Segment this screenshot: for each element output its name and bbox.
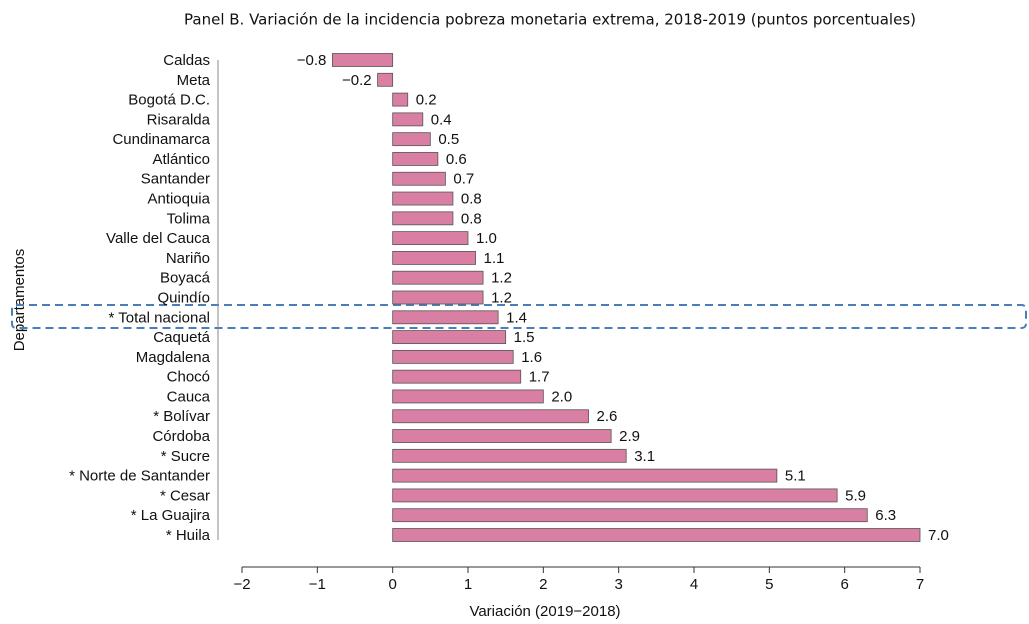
y-tick-label: Atlántico (152, 151, 210, 168)
value-label: 0.8 (461, 210, 482, 227)
bar (377, 72, 394, 87)
y-tick-label: Nariño (166, 250, 210, 267)
y-axis-label: Departamentos (11, 249, 28, 352)
value-label: 5.1 (785, 468, 806, 485)
bar (392, 488, 838, 503)
y-tick-label: Caldas (163, 52, 210, 69)
y-tick-label: Córdoba (152, 428, 210, 445)
y-tick-label: Chocó (167, 369, 210, 386)
y-tick-label: Bogotá D.C. (128, 92, 210, 109)
y-tick-label: * Norte de Santander (69, 468, 210, 485)
y-tick-label: Valle del Cauca (106, 230, 211, 247)
y-tick-label: Santander (141, 171, 210, 188)
x-tick-label: 0 (388, 576, 396, 593)
value-label: 1.1 (484, 250, 505, 267)
chart-title: Panel B. Variación de la incidencia pobr… (184, 11, 916, 29)
bar (392, 152, 439, 166)
bar (392, 508, 868, 523)
y-tick-label: * Cesar (160, 487, 210, 504)
value-label: 1.2 (491, 270, 512, 287)
x-tick-label: 7 (916, 576, 924, 593)
bar (392, 231, 469, 246)
value-label: 1.2 (491, 289, 512, 306)
bar (392, 191, 454, 206)
y-tick-label: * La Guajira (131, 507, 211, 524)
value-label: 0.2 (416, 92, 437, 109)
x-tick-label: 6 (840, 576, 848, 593)
value-label: −0.2 (342, 72, 372, 89)
value-label: 1.0 (476, 230, 497, 247)
value-label: 0.4 (431, 111, 452, 128)
bar (392, 290, 484, 305)
x-tick-label: 4 (690, 576, 698, 593)
y-tick-label: Magdalena (136, 349, 211, 366)
bar (392, 448, 627, 463)
value-label: 2.0 (551, 388, 572, 405)
bar (331, 53, 394, 67)
value-label: 6.3 (875, 507, 896, 524)
bar (392, 132, 431, 147)
value-label: −0.8 (297, 52, 327, 69)
value-label: 0.5 (438, 131, 459, 148)
bar (392, 211, 454, 226)
highlight-box (11, 304, 1027, 329)
x-tick-label: 1 (464, 576, 472, 593)
value-label: 0.8 (461, 191, 482, 208)
value-label: 1.4 (506, 309, 527, 326)
bar (392, 389, 544, 404)
value-label: 1.7 (529, 369, 550, 386)
value-label: 2.9 (619, 428, 640, 445)
y-tick-label: Quindío (157, 289, 210, 306)
bar (392, 409, 589, 424)
value-label: 0.7 (453, 171, 474, 188)
y-tick-label: * Bolívar (153, 408, 210, 425)
x-axis-label: Variación (2019−2018) (469, 603, 620, 620)
value-label: 0.6 (446, 151, 467, 168)
y-tick-label: Antioquia (147, 191, 210, 208)
y-tick-label: Cauca (167, 388, 211, 405)
x-tick-label: −2 (233, 576, 250, 593)
bar (392, 171, 446, 186)
y-tick-label: Meta (177, 72, 211, 89)
value-label: 7.0 (928, 527, 949, 544)
bar (392, 528, 921, 542)
y-tick-label: * Total nacional (109, 309, 210, 326)
bar (392, 310, 499, 325)
value-label: 1.5 (514, 329, 535, 346)
x-tick-label: 2 (539, 576, 547, 593)
bar (392, 429, 612, 443)
bar (392, 92, 409, 107)
value-label: 5.9 (845, 487, 866, 504)
bar (392, 330, 507, 344)
y-tick-label: Risaralda (147, 111, 211, 128)
x-tick-label: −1 (309, 576, 326, 593)
value-label: 3.1 (634, 448, 655, 465)
y-tick-label: Cundinamarca (112, 131, 210, 148)
y-tick-label: Boyacá (160, 270, 211, 287)
y-tick-label: * Huila (166, 527, 211, 544)
y-tick-label: * Sucre (161, 448, 210, 465)
value-label: 1.6 (521, 349, 542, 366)
bar (392, 270, 484, 285)
bar (392, 251, 476, 265)
y-tick-label: Tolima (167, 210, 211, 227)
value-label: 2.6 (597, 408, 618, 425)
x-tick-label: 3 (614, 576, 622, 593)
bar (392, 369, 522, 384)
y-tick-label: Caquetá (153, 329, 210, 346)
x-tick-label: 5 (765, 576, 773, 593)
bar (392, 112, 424, 127)
bar (392, 468, 778, 483)
bar (392, 349, 514, 364)
